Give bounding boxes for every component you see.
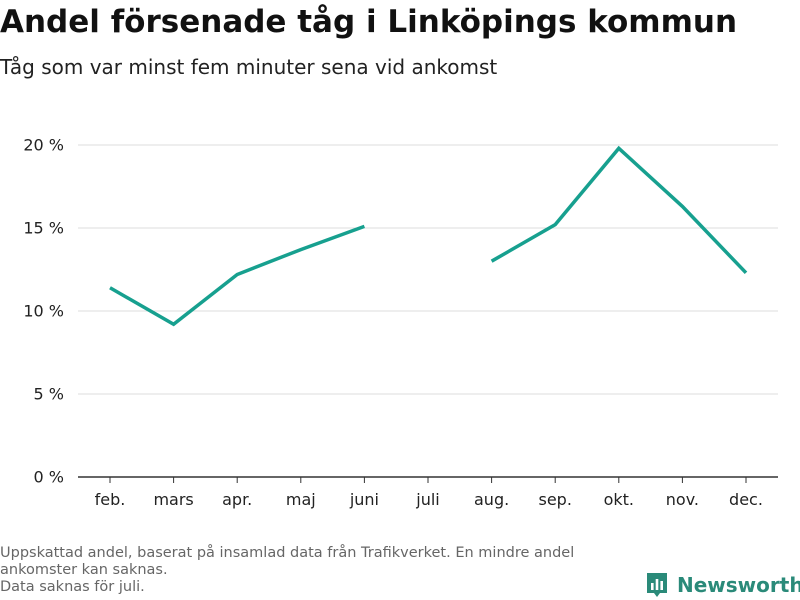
footnote: Uppskattad andel, baserat på insamlad da…: [0, 545, 630, 596]
y-tick-label: 20 %: [23, 136, 64, 155]
y-axis-labels: 0 % 5 % 10 % 15 % 20 %: [23, 136, 64, 487]
brand-logo: Newsworthy: [645, 570, 800, 600]
footnote-line-1: Uppskattad andel, baserat på insamlad da…: [0, 545, 575, 561]
y-tick-label: 5 %: [34, 385, 64, 404]
y-tick-label: 0 %: [34, 468, 64, 487]
x-tick-label: juli: [415, 490, 439, 509]
x-tick-label: aug.: [474, 490, 509, 509]
x-tick-label: nov.: [666, 490, 699, 509]
grid-lines: [78, 144, 778, 478]
brand-name: Newsworthy: [677, 573, 800, 597]
line-chart: 0 % 5 % 10 % 15 % 20 % feb. mars apr. maj juni ju…: [23, 136, 778, 509]
chart-title: Andel försenade tåg i Linköpings kommun: [0, 4, 738, 40]
y-tick-label: 15 %: [23, 219, 64, 238]
footnote-line-2: ankomster kan saknas.: [0, 562, 168, 578]
x-tick-label: dec.: [729, 490, 763, 509]
chart-subtitle: Tåg som var minst fem minuter sena vid a…: [0, 55, 498, 79]
series-line-segment: [490, 145, 748, 275]
series-lines: [109, 145, 748, 327]
x-axis-labels: feb. mars apr. maj juni juli aug. sep. okt. nov. d…: [95, 490, 763, 509]
x-tick-label: juni: [349, 490, 379, 509]
footnote-line-3: Data saknas för juli.: [0, 579, 145, 595]
x-tick-label: apr.: [222, 490, 252, 509]
x-tick-label: sep.: [538, 490, 571, 509]
x-tick-label: maj: [286, 490, 316, 509]
x-tick-label: mars: [153, 490, 193, 509]
series-line-segment: [109, 224, 366, 327]
x-tick-label: okt.: [604, 490, 634, 509]
x-tick-label: feb.: [95, 490, 126, 509]
x-axis-ticks: [109, 477, 747, 483]
newsworthy-logo-icon: [647, 573, 667, 597]
y-tick-label: 10 %: [23, 302, 64, 321]
